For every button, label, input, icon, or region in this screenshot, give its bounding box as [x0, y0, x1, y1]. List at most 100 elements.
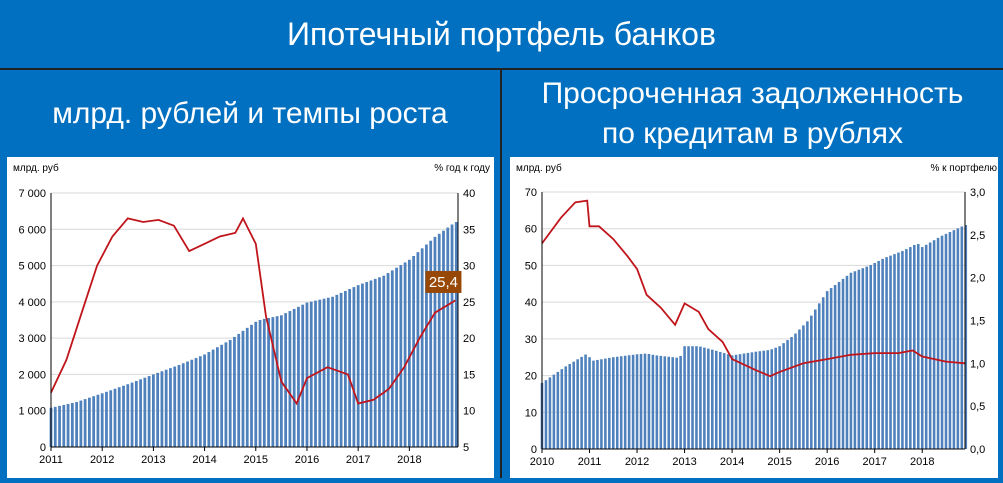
- bar: [837, 281, 841, 449]
- y2-axis-label: % год к году: [434, 163, 490, 174]
- bar: [450, 224, 454, 447]
- bar: [284, 313, 288, 447]
- bar: [100, 393, 104, 447]
- x-tick-label: 2014: [720, 456, 744, 468]
- bar: [964, 225, 968, 449]
- bar: [948, 232, 952, 449]
- bar: [786, 340, 789, 449]
- y2-tick-label: 2,5: [970, 230, 985, 242]
- x-tick-label: 2013: [141, 454, 165, 466]
- x-tick-label: 2015: [767, 456, 791, 468]
- bar: [703, 347, 706, 449]
- bar: [267, 318, 270, 447]
- x-tick-label: 2015: [244, 454, 268, 466]
- bar: [181, 363, 185, 447]
- left-subtitle: млрд. рублей и темпы роста: [52, 96, 448, 130]
- bar: [952, 230, 956, 449]
- bar: [250, 324, 253, 447]
- bar: [691, 346, 694, 449]
- vertical-divider: [500, 70, 502, 478]
- x-tick-label: 2017: [862, 456, 886, 468]
- bar: [655, 355, 659, 449]
- y2-tick-label: 3,0: [970, 187, 985, 199]
- bar: [794, 333, 797, 449]
- bar: [262, 318, 266, 447]
- bar: [331, 296, 334, 447]
- bar: [425, 244, 428, 447]
- bar: [442, 230, 445, 447]
- y-tick-label: 1 000: [18, 406, 46, 418]
- bar: [113, 388, 117, 447]
- bar: [109, 390, 113, 447]
- bar: [399, 265, 403, 447]
- bar: [853, 271, 857, 449]
- bar: [343, 290, 347, 447]
- y2-tick-label: 25: [463, 297, 475, 309]
- y2-axis-label: % к портфелю: [930, 162, 997, 174]
- bar: [730, 355, 734, 449]
- y-axis-label: млрд. руб: [13, 162, 59, 174]
- rate-line: [50, 216, 456, 406]
- bar: [207, 352, 211, 447]
- bar: [382, 275, 386, 447]
- bar: [825, 291, 829, 449]
- bar: [544, 380, 548, 449]
- bar: [726, 354, 730, 449]
- bar: [695, 346, 698, 449]
- bar: [177, 364, 181, 447]
- bar: [361, 283, 364, 447]
- bar: [627, 355, 631, 449]
- bar: [932, 240, 936, 449]
- bar: [679, 355, 682, 449]
- bar: [322, 298, 326, 447]
- x-tick-label: 2012: [90, 454, 114, 466]
- bar: [707, 348, 710, 449]
- bar: [152, 374, 155, 447]
- bar: [373, 278, 377, 447]
- y2-tick-label: 1,0: [970, 358, 985, 370]
- bar: [920, 247, 924, 449]
- bar: [639, 353, 643, 449]
- bar: [714, 350, 718, 449]
- bar: [869, 265, 873, 449]
- bar: [203, 354, 206, 447]
- bar: [956, 228, 960, 449]
- bar: [936, 237, 940, 449]
- bar: [292, 308, 296, 447]
- callout-label: 25,4: [429, 274, 458, 291]
- bar: [275, 316, 279, 447]
- bar: [600, 359, 603, 449]
- bar: [604, 358, 607, 449]
- bar: [734, 354, 738, 449]
- bar: [833, 285, 837, 449]
- bar: [454, 222, 458, 447]
- bar: [122, 385, 125, 447]
- bar: [130, 382, 134, 447]
- bar: [699, 346, 702, 449]
- bar: [254, 321, 258, 447]
- bar: [584, 354, 587, 449]
- x-tick-label: 2018: [397, 454, 421, 466]
- bar: [643, 353, 647, 449]
- bar: [309, 301, 313, 447]
- bar: [92, 396, 96, 447]
- bar: [687, 346, 690, 449]
- bar: [762, 350, 766, 449]
- bar: [301, 304, 305, 447]
- bar: [905, 249, 908, 449]
- bar: [798, 329, 801, 449]
- bar: [893, 254, 896, 449]
- bar: [841, 278, 845, 449]
- bar: [220, 344, 224, 447]
- bar: [924, 244, 928, 449]
- overdue-debt-panel: 0 10 20 30 40 50 60 70 0,0 0,5 1,0 1,5 2,0 2,5 3,0 млрд…: [510, 157, 998, 478]
- y-tick-label: 6 000: [18, 224, 46, 236]
- bar: [297, 306, 300, 447]
- bar: [365, 282, 369, 447]
- bar: [580, 356, 583, 449]
- bar: [901, 251, 904, 449]
- bar: [211, 349, 215, 447]
- bar: [186, 361, 189, 447]
- bar: [568, 364, 572, 449]
- bar: [241, 330, 245, 447]
